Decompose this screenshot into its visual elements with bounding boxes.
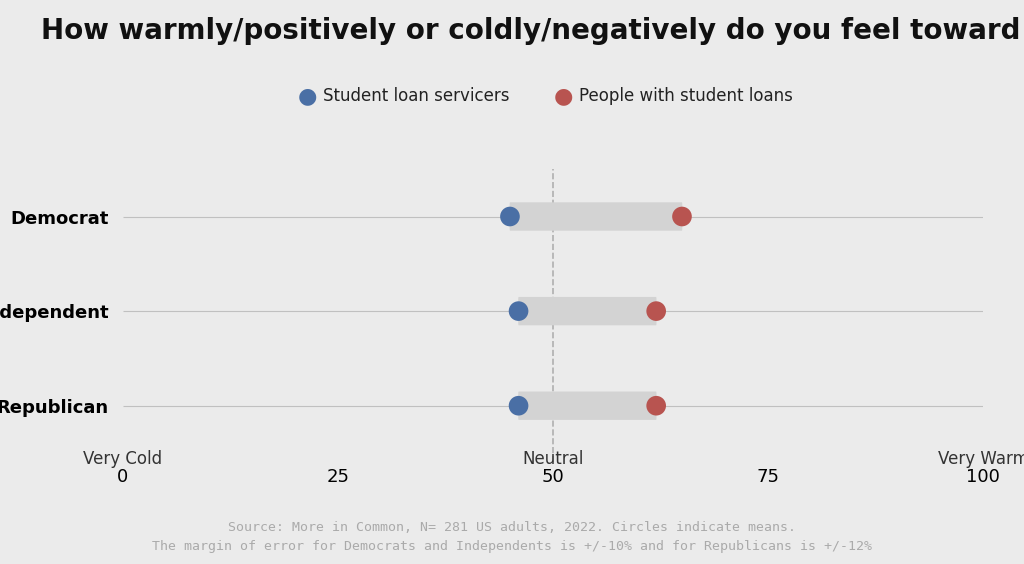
FancyBboxPatch shape (510, 202, 682, 231)
Text: People with student loans: People with student loans (579, 87, 793, 105)
Text: How warmly/positively or coldly/negatively do you feel toward the following grou: How warmly/positively or coldly/negative… (41, 17, 1024, 45)
Text: Neutral: Neutral (522, 450, 584, 468)
Text: ●: ● (554, 86, 572, 106)
Point (648, 401, 665, 410)
Point (648, 307, 665, 316)
Text: Source: More in Common, N= 281 US adults, 2022. Circles indicate means.
The marg: Source: More in Common, N= 281 US adults… (152, 521, 872, 553)
Text: Very Warm: Very Warm (938, 450, 1024, 468)
Text: ●: ● (298, 86, 316, 106)
Point (502, 212, 518, 221)
FancyBboxPatch shape (518, 391, 656, 420)
Point (674, 212, 690, 221)
Text: Student loan servicers: Student loan servicers (323, 87, 509, 105)
Point (510, 307, 526, 316)
Point (510, 401, 526, 410)
Text: Very Cold: Very Cold (83, 450, 163, 468)
FancyBboxPatch shape (518, 297, 656, 325)
